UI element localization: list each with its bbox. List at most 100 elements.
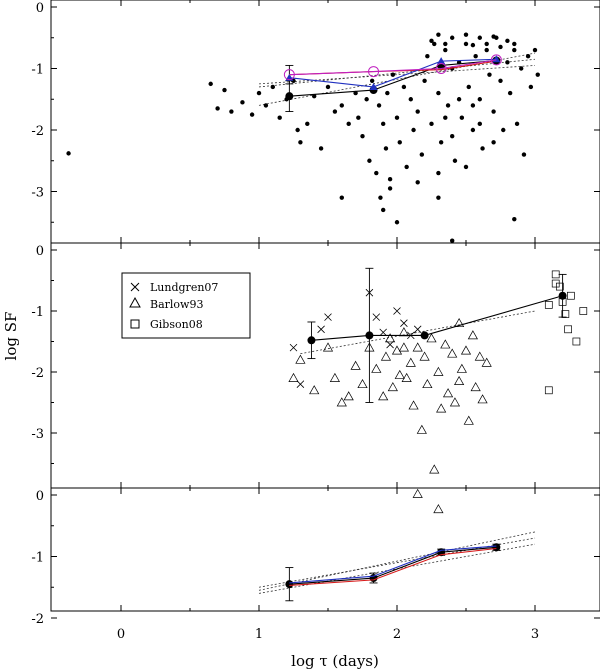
data-point bbox=[498, 78, 503, 84]
legend-label-lundgren07: Lundgren07 bbox=[150, 281, 218, 294]
series-line bbox=[289, 546, 497, 585]
barlow93-point bbox=[309, 385, 320, 395]
data-point bbox=[432, 41, 437, 47]
data-point bbox=[353, 90, 358, 96]
data-point bbox=[501, 127, 506, 133]
data-point bbox=[325, 84, 331, 90]
data-point bbox=[473, 54, 478, 59]
barlow93-point bbox=[357, 378, 368, 389]
data-point bbox=[480, 146, 485, 151]
data-point bbox=[298, 140, 303, 145]
series-marker bbox=[283, 69, 295, 81]
fit-line bbox=[258, 58, 536, 88]
fit-line bbox=[300, 310, 536, 355]
barlow93-point bbox=[419, 351, 430, 361]
series-marker bbox=[285, 580, 294, 589]
data-point bbox=[408, 97, 413, 102]
data-point bbox=[360, 133, 365, 139]
data-point bbox=[390, 72, 396, 77]
data-point bbox=[466, 84, 471, 90]
data-point bbox=[491, 109, 496, 114]
barlow93-point bbox=[408, 400, 419, 410]
barlow93-point bbox=[405, 357, 416, 367]
data-point bbox=[512, 41, 517, 47]
barlow93-point bbox=[429, 464, 440, 474]
data-point bbox=[528, 84, 534, 90]
square-marker-icon bbox=[130, 319, 140, 329]
series-marker bbox=[365, 331, 374, 340]
data-point bbox=[385, 90, 390, 96]
barlow93-point bbox=[398, 342, 409, 352]
legend-label-barlow93: Barlow93 bbox=[150, 298, 203, 311]
data-point bbox=[477, 121, 482, 127]
fit-line bbox=[258, 52, 536, 106]
gibson08-point bbox=[544, 386, 553, 395]
data-point bbox=[484, 41, 489, 47]
series-marker bbox=[435, 63, 447, 74]
data-point bbox=[463, 41, 469, 47]
data-point bbox=[364, 97, 369, 102]
barlow93-point bbox=[422, 378, 433, 389]
data-point bbox=[532, 47, 538, 53]
barlow93-point bbox=[467, 330, 478, 340]
data-point bbox=[208, 81, 213, 87]
barlow93-point bbox=[322, 342, 334, 352]
barlow93-point bbox=[447, 348, 458, 358]
legend-item-lundgren07: Lundgren07 bbox=[130, 281, 218, 294]
gibson08-point bbox=[544, 301, 553, 309]
barlow93-point bbox=[440, 339, 451, 349]
y-tick-label: -1 bbox=[31, 551, 44, 566]
data-point bbox=[339, 195, 344, 200]
legend: Lundgren07 Barlow93 Gibson08 bbox=[121, 272, 251, 339]
barlow93-point bbox=[329, 372, 340, 382]
data-point bbox=[519, 66, 524, 71]
data-point bbox=[401, 84, 407, 90]
y-tick-label: -2 bbox=[31, 612, 44, 627]
lundgren07-point bbox=[379, 328, 387, 337]
x-axis-label: log τ (days) bbox=[291, 652, 379, 670]
x-tick-label: 1 bbox=[255, 627, 263, 642]
y-tick-label: -3 bbox=[31, 186, 44, 201]
data-point bbox=[374, 170, 379, 176]
data-point bbox=[443, 41, 448, 47]
data-point bbox=[397, 140, 402, 145]
data-point bbox=[445, 103, 451, 108]
data-point bbox=[521, 152, 527, 157]
y-tick-label: 0 bbox=[36, 489, 44, 504]
data-point bbox=[277, 115, 282, 120]
data-point bbox=[394, 220, 400, 225]
barlow93-point bbox=[449, 397, 461, 407]
data-point bbox=[332, 109, 338, 114]
barlow93-point bbox=[288, 372, 299, 382]
barlow93-point bbox=[474, 351, 485, 361]
data-point bbox=[422, 78, 427, 84]
data-point bbox=[295, 127, 300, 133]
y-tick-label: -2 bbox=[31, 124, 44, 139]
gibson08-point bbox=[551, 270, 560, 279]
panel-frame bbox=[50, 0, 600, 244]
data-point bbox=[249, 112, 255, 117]
barlow93-point bbox=[343, 391, 354, 401]
data-point bbox=[404, 164, 409, 170]
data-point bbox=[415, 109, 420, 114]
data-point bbox=[312, 93, 317, 99]
barlow93-point bbox=[412, 342, 423, 352]
panel-bottom: 0 -1 -2 0 1 2 3 bbox=[31, 487, 600, 642]
cross-marker-icon bbox=[130, 282, 140, 292]
data-point bbox=[512, 47, 517, 53]
barlow93-point bbox=[371, 363, 382, 373]
barlow93-point bbox=[391, 345, 403, 355]
data-point bbox=[450, 238, 455, 243]
barlow93-point bbox=[378, 391, 389, 401]
fit-line bbox=[258, 531, 536, 591]
data-point bbox=[436, 32, 441, 37]
series-marker bbox=[490, 54, 502, 66]
barlow93-point bbox=[442, 388, 454, 398]
panel-middle: 0 -1 -2 -3 bbox=[31, 242, 600, 514]
data-point bbox=[512, 216, 517, 222]
data-point bbox=[318, 146, 324, 151]
data-point bbox=[425, 54, 430, 59]
legend-box bbox=[121, 272, 251, 339]
data-point bbox=[222, 87, 227, 93]
data-point bbox=[229, 109, 234, 114]
